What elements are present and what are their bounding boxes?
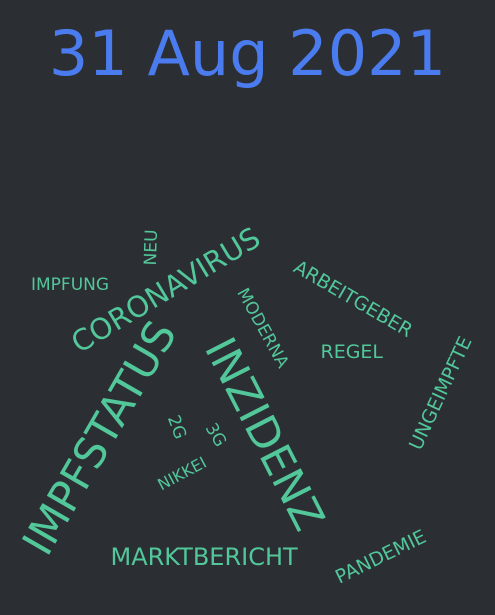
- word-impfstatus: IMPFSTATUS: [12, 312, 187, 564]
- page-title: 31 Aug 2021: [48, 17, 447, 90]
- word-impfung: IMPFUNG: [31, 274, 110, 295]
- word-neu: NEU: [140, 228, 163, 266]
- word-pandemie: PANDEMIE: [331, 525, 430, 588]
- word-regel: REGEL: [320, 340, 384, 363]
- word-ungeimpfte: UNGEIMPFTE: [404, 332, 477, 453]
- word-2g: 2G: [162, 412, 190, 442]
- word-marktbericht: MARKTBERICHT: [110, 543, 298, 571]
- word-3g: 3G: [200, 419, 231, 451]
- word-nikkei: NIKKEI: [153, 452, 210, 495]
- word-arbeitgeber: ARBEITGEBER: [289, 255, 416, 342]
